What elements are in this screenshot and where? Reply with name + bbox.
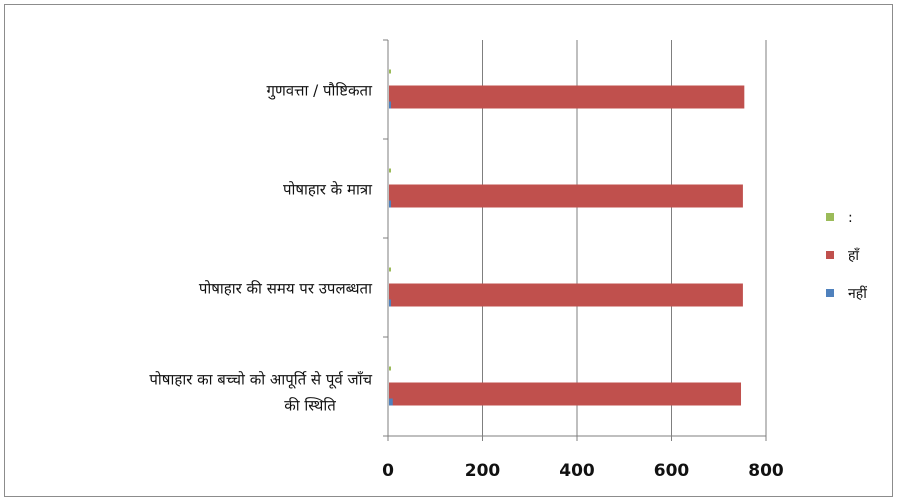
legend-label-2: नहीं bbox=[848, 285, 867, 302]
x-tick-label-200: 200 bbox=[465, 461, 501, 481]
legend-swatch-2 bbox=[826, 289, 834, 297]
bar-series-0-category-2 bbox=[389, 267, 391, 272]
category-label-3-line-2: की स्थिति bbox=[284, 397, 336, 415]
legend-swatch-1 bbox=[826, 251, 834, 259]
x-tick-label-400: 400 bbox=[559, 461, 595, 481]
category-label-2: पोषाहार की समय पर उपलब्धता bbox=[199, 280, 373, 298]
x-tick-label-0: 0 bbox=[382, 461, 394, 481]
category-label-0: गुणवत्ता / पौष्टिकता bbox=[267, 82, 374, 101]
category-label-1: पोषाहार के मात्रा bbox=[283, 181, 373, 199]
bar-series-2-category-0 bbox=[389, 101, 391, 109]
bar-series-0-category-0 bbox=[389, 69, 391, 74]
x-tick-label-800: 800 bbox=[748, 461, 784, 481]
bar-series-1-category-3 bbox=[389, 382, 742, 406]
bar-series-1-category-1 bbox=[389, 184, 743, 208]
bar-series-2-category-1 bbox=[389, 200, 391, 208]
legend-swatch-0 bbox=[826, 213, 834, 221]
bar-series-1-category-2 bbox=[389, 283, 743, 307]
bar-series-0-category-1 bbox=[389, 168, 391, 173]
x-tick-label-600: 600 bbox=[654, 461, 690, 481]
category-label-3-line-1: पोषाहार का बच्चो को आपूर्ति से पूर्व जाँ… bbox=[149, 371, 372, 390]
bar-series-0-category-3 bbox=[389, 366, 391, 371]
legend-label-0: : bbox=[848, 210, 853, 226]
bar-series-2-category-3 bbox=[389, 398, 393, 406]
bar-series-1-category-0 bbox=[389, 85, 745, 109]
bar-series-2-category-2 bbox=[389, 299, 391, 307]
legend-label-1: हाँ bbox=[848, 247, 860, 264]
